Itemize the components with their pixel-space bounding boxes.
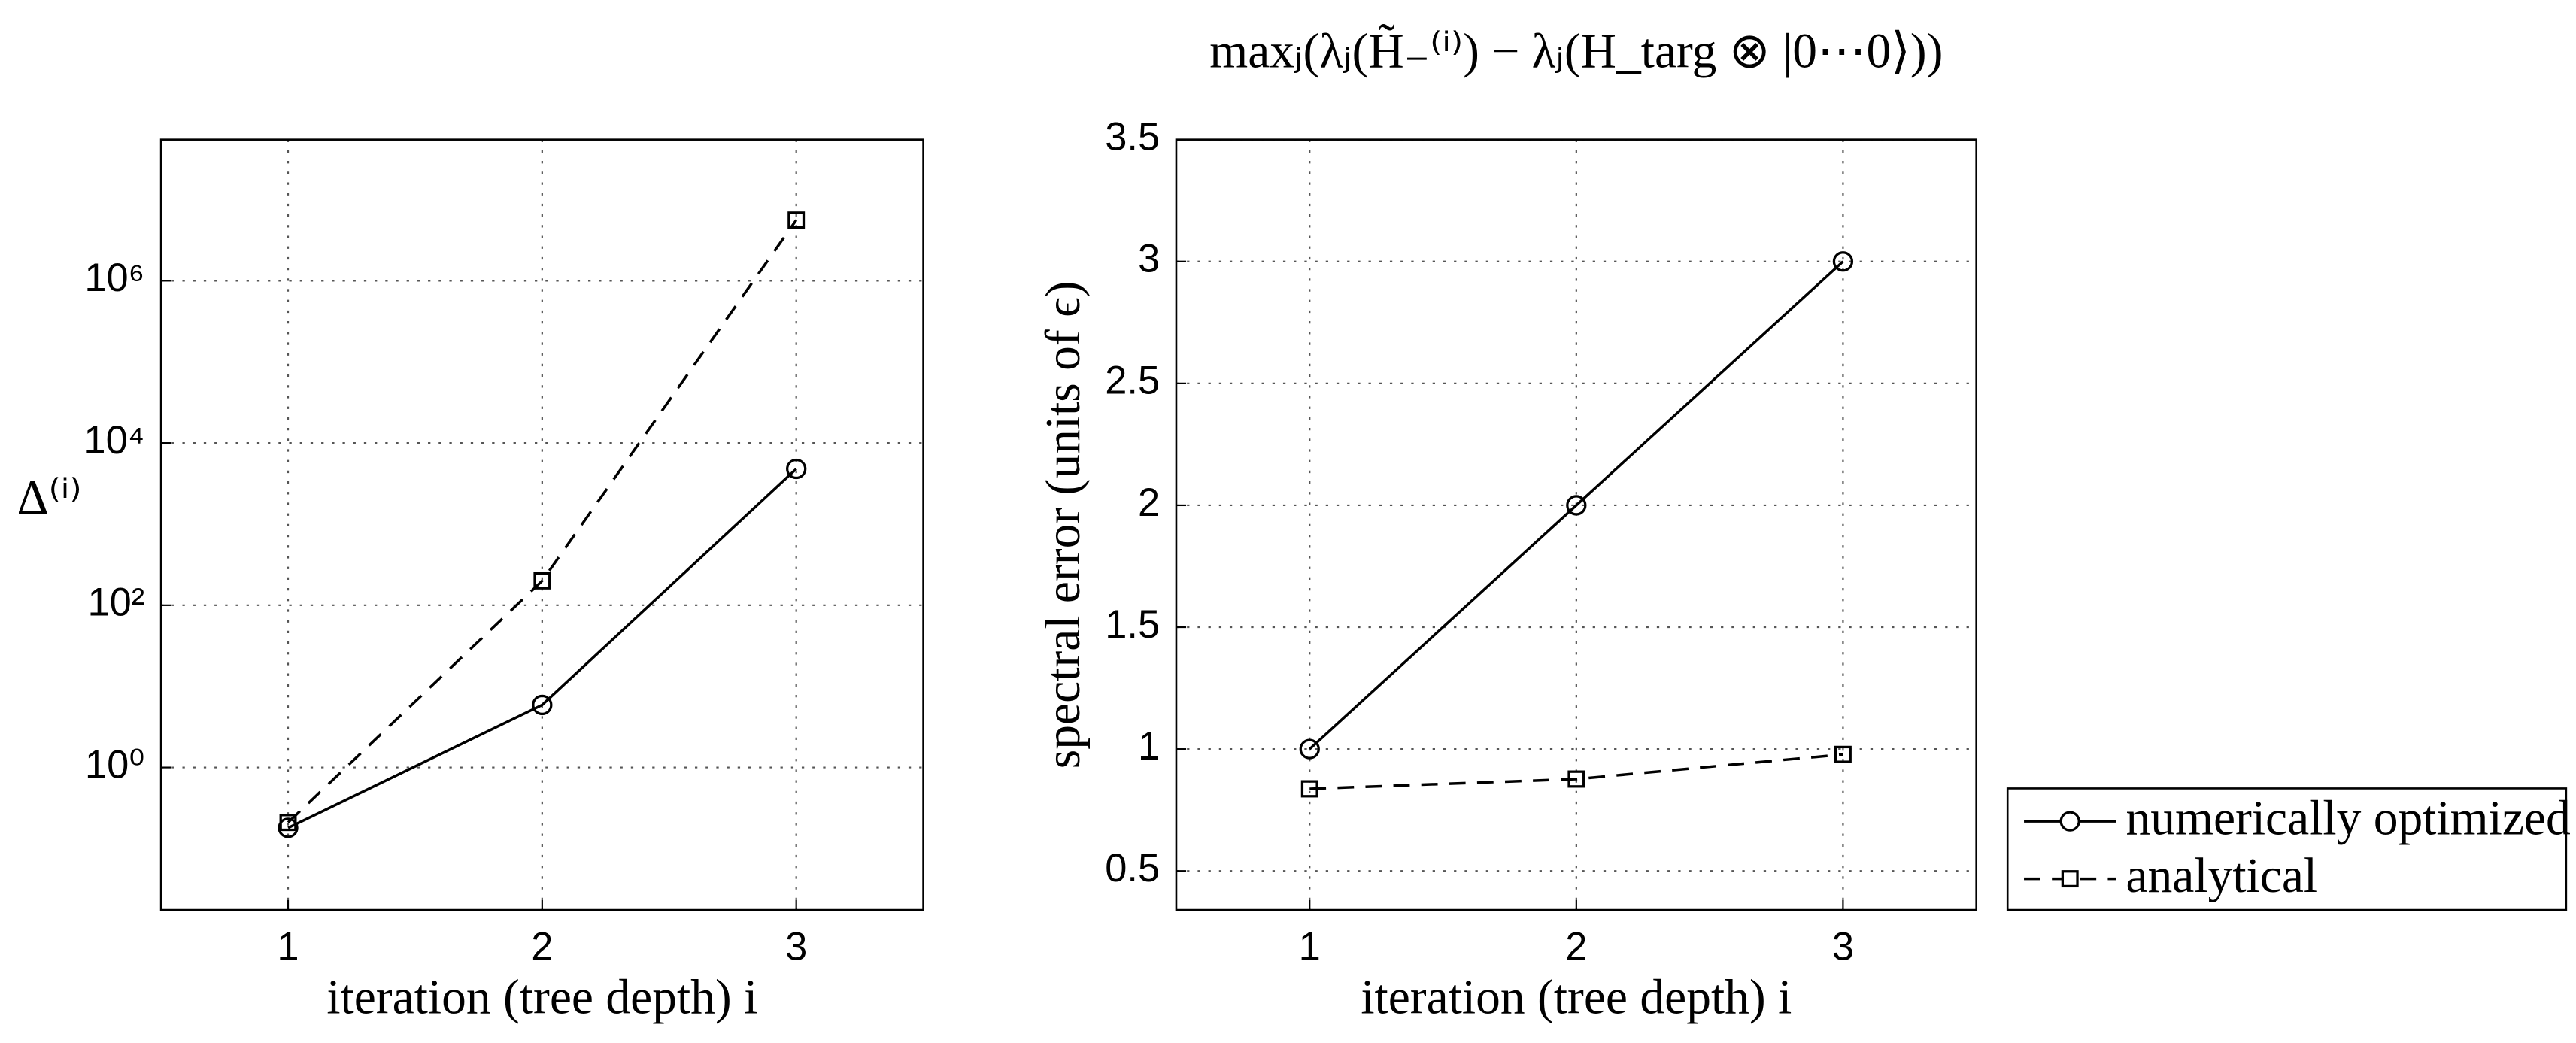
axes-frame: [159, 138, 924, 911]
x-tick-label: 3: [1832, 925, 1854, 969]
y-tick-label: 3.5: [1105, 116, 1160, 159]
marker: [279, 814, 297, 832]
x-tick-label: 1: [1299, 925, 1321, 969]
series-line: [1309, 753, 1843, 790]
x-tick-label: 1: [277, 925, 299, 969]
marker: [1566, 495, 1587, 516]
y-tick-label: 0.5: [1105, 847, 1160, 890]
legend-box: [2006, 787, 2568, 911]
x-tick-label: 2: [1565, 925, 1587, 969]
x-tick-label: 3: [785, 925, 807, 969]
x-axis-label: iteration (tree depth) i: [326, 970, 757, 1024]
y-axis-label: spectral error (units of ϵ): [1036, 281, 1091, 769]
x-axis-label: iteration (tree depth) i: [1361, 970, 1792, 1024]
legend-label: numerically optimized: [2125, 791, 2570, 845]
marker: [532, 694, 553, 716]
y-tick-label: 10²: [88, 581, 145, 625]
series-line: [287, 468, 797, 829]
marker: [1832, 251, 1854, 272]
chart-title: maxⱼ(λⱼ(H̃₋⁽ⁱ⁾) − λⱼ(H_targ ⊗ |0⋯0⟩)): [1209, 24, 1943, 78]
marker: [786, 458, 807, 480]
marker: [533, 572, 551, 590]
marker: [1567, 770, 1585, 788]
y-axis-label: Δ⁽ⁱ⁾: [17, 471, 82, 525]
axes-frame: [1175, 138, 1978, 911]
y-tick-label: 1.5: [1105, 603, 1160, 647]
y-tick-label: 2.5: [1105, 359, 1160, 403]
legend-marker: [2059, 811, 2080, 832]
marker: [787, 211, 806, 229]
y-tick-label: 10⁴: [83, 419, 144, 462]
y-tick-label: 10⁰: [85, 743, 144, 787]
marker: [1834, 745, 1852, 763]
x-tick-label: 2: [531, 925, 553, 969]
y-tick-label: 10⁶: [84, 256, 144, 300]
y-tick-label: 2: [1138, 481, 1160, 525]
marker: [278, 817, 299, 838]
marker: [1299, 738, 1320, 760]
legend-marker: [2061, 870, 2079, 888]
legend-label: analytical: [2125, 849, 2317, 903]
y-tick-label: 3: [1138, 238, 1160, 281]
series-line: [287, 219, 798, 823]
marker: [1300, 780, 1318, 798]
y-tick-label: 1: [1138, 725, 1160, 769]
series-line: [1309, 260, 1844, 750]
